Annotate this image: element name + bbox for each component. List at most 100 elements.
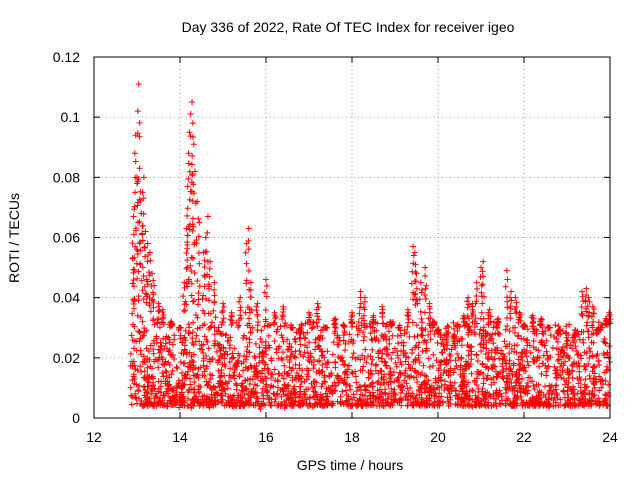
data-point: [222, 348, 229, 355]
data-point: [129, 377, 136, 384]
data-point: [487, 318, 494, 325]
data-point: [423, 373, 430, 380]
data-point: [279, 356, 286, 363]
data-point: [413, 322, 420, 329]
y-tick-label: 0.12: [53, 49, 80, 65]
data-point: [414, 379, 421, 386]
y-axis-label: ROTI / TECUs: [6, 193, 22, 283]
data-point: [211, 292, 218, 299]
data-point: [130, 283, 137, 290]
data-point: [344, 366, 351, 373]
roti-series: [127, 81, 614, 412]
data-point: [384, 346, 391, 353]
data-point: [168, 323, 175, 330]
data-point: [183, 265, 190, 272]
data-point: [571, 391, 578, 398]
data-point: [247, 286, 254, 293]
data-point: [259, 377, 266, 384]
data-point: [162, 340, 169, 347]
data-point: [243, 260, 250, 267]
data-point: [606, 343, 613, 350]
data-point: [502, 389, 509, 396]
data-point: [361, 306, 368, 313]
data-point: [245, 246, 252, 253]
data-point: [212, 401, 219, 408]
data-point: [378, 332, 385, 339]
data-point: [411, 333, 418, 340]
data-point: [514, 341, 521, 348]
data-point: [551, 363, 558, 370]
data-point: [184, 257, 191, 264]
data-point: [475, 389, 482, 396]
data-point: [520, 365, 527, 372]
data-point: [348, 313, 355, 320]
data-point: [131, 206, 138, 213]
data-point: [195, 383, 202, 390]
data-point: [462, 390, 469, 397]
data-point-peak: [254, 300, 261, 307]
data-point: [580, 328, 587, 335]
data-point: [305, 386, 312, 393]
data-point: [412, 356, 419, 363]
data-point: [276, 343, 283, 350]
data-point: [421, 385, 428, 392]
data-point: [472, 314, 479, 321]
data-point: [425, 355, 432, 362]
data-point: [606, 313, 613, 320]
data-point: [245, 267, 252, 274]
data-point: [557, 363, 564, 370]
data-point: [159, 309, 166, 316]
data-point: [161, 393, 168, 400]
data-point: [485, 321, 492, 328]
data-point: [367, 330, 374, 337]
data-point: [584, 328, 591, 335]
data-point: [538, 321, 545, 328]
data-point: [284, 392, 291, 399]
data-point: [538, 338, 545, 345]
data-point: [484, 401, 491, 408]
data-point: [574, 375, 581, 382]
data-point: [249, 388, 256, 395]
data-point: [316, 370, 323, 377]
y-axis-ticks: 0 0.02 0.04 0.06 0.08 0.1 0.12: [53, 49, 610, 426]
data-point: [189, 340, 196, 347]
data-point: [247, 392, 254, 399]
data-point: [205, 382, 212, 389]
data-point: [147, 257, 154, 264]
data-point: [363, 387, 370, 394]
data-point: [239, 395, 246, 402]
data-point-peak: [480, 258, 487, 265]
data-point: [304, 329, 311, 336]
data-point: [220, 315, 227, 322]
data-point: [479, 281, 486, 288]
data-point: [231, 345, 238, 352]
data-point: [223, 401, 230, 408]
data-point: [134, 251, 141, 258]
data-point: [563, 330, 570, 337]
data-point: [353, 388, 360, 395]
data-point: [361, 298, 368, 305]
data-point: [573, 402, 580, 409]
data-point: [284, 336, 291, 343]
data-point: [585, 334, 592, 341]
data-point: [261, 323, 268, 330]
data-point: [410, 252, 417, 259]
data-point: [524, 358, 531, 365]
data-point: [345, 393, 352, 400]
data-point: [324, 364, 331, 371]
data-point: [331, 387, 338, 394]
data-point: [591, 370, 598, 377]
data-point: [403, 391, 410, 398]
data-point: [140, 273, 147, 280]
data-point: [184, 402, 191, 409]
data-point: [247, 329, 254, 336]
data-point: [469, 403, 476, 410]
data-point: [313, 379, 320, 386]
data-point: [423, 395, 430, 402]
data-point: [146, 301, 153, 308]
data-point: [514, 333, 521, 340]
data-point: [441, 346, 448, 353]
data-point-peak: [263, 276, 269, 283]
data-point: [423, 402, 430, 409]
data-point: [226, 378, 233, 385]
